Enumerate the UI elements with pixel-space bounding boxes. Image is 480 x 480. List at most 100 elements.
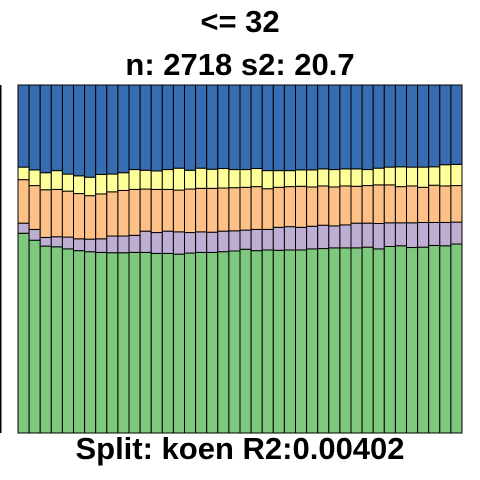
bar-segment-blue-28 xyxy=(317,84,330,170)
bar-segment-purple-25 xyxy=(283,226,296,251)
bar-segment-purple-32 xyxy=(361,222,374,248)
bar-segment-purple-26 xyxy=(295,226,308,251)
bar-segment-orange-18 xyxy=(206,187,219,233)
bar-segment-blue-3 xyxy=(39,84,52,174)
bar-segment-purple-23 xyxy=(261,228,274,251)
bar-segment-purple-22 xyxy=(250,228,263,252)
bar-segment-yellow-1 xyxy=(17,166,30,181)
bar-segment-blue-36 xyxy=(406,84,419,168)
bar-segment-blue-22 xyxy=(250,84,263,170)
bar-segment-blue-38 xyxy=(428,84,441,168)
bar-segment-purple-7 xyxy=(84,238,97,253)
bar-segment-purple-31 xyxy=(350,222,363,249)
bar-segment-yellow-31 xyxy=(350,168,363,187)
bar-segment-yellow-8 xyxy=(95,173,108,195)
bar-segment-blue-11 xyxy=(128,84,141,171)
bar-segment-orange-40 xyxy=(450,185,463,223)
bar-segment-yellow-39 xyxy=(439,164,452,187)
bar-segment-green-25 xyxy=(283,249,296,434)
bar-segment-blue-33 xyxy=(372,84,385,169)
bar-segment-yellow-25 xyxy=(283,170,296,188)
bar-segment-purple-36 xyxy=(406,222,419,249)
bar-segment-green-7 xyxy=(84,251,97,434)
bar-segment-yellow-33 xyxy=(372,167,385,186)
bar-segment-green-27 xyxy=(306,248,319,434)
bar-segment-purple-29 xyxy=(328,225,341,249)
bar-segment-orange-22 xyxy=(250,186,263,230)
split-footer: Split: koen R2:0.00402 xyxy=(75,431,405,466)
bar-segment-blue-39 xyxy=(439,84,452,166)
bar-segment-purple-12 xyxy=(139,230,152,253)
bar-segment-orange-4 xyxy=(50,188,63,238)
bar-segment-orange-3 xyxy=(39,189,52,238)
bar-segment-blue-37 xyxy=(417,84,430,168)
bar-segment-orange-28 xyxy=(317,185,330,226)
bar-segment-green-31 xyxy=(350,247,363,434)
bar-segment-orange-38 xyxy=(428,184,441,223)
bar-segment-orange-32 xyxy=(361,185,374,224)
bar-segment-blue-32 xyxy=(361,84,374,171)
bar-segment-orange-37 xyxy=(417,186,430,223)
bar-segment-yellow-2 xyxy=(28,169,41,187)
chart-title-line-1: <= 32 xyxy=(200,4,280,39)
bar-segment-green-37 xyxy=(417,246,430,434)
bar-segment-green-24 xyxy=(272,249,285,434)
bar-segment-blue-9 xyxy=(106,84,119,175)
bar-segment-purple-37 xyxy=(417,221,430,248)
bar-segment-green-10 xyxy=(117,252,130,434)
bar-segment-green-1 xyxy=(17,232,30,434)
bar-segment-purple-38 xyxy=(428,221,441,246)
bar-segment-blue-29 xyxy=(328,84,341,171)
bar-segment-green-14 xyxy=(161,252,174,434)
bar-segment-green-5 xyxy=(61,248,75,434)
bar-segment-purple-21 xyxy=(239,229,252,250)
bar-segment-purple-30 xyxy=(339,224,352,249)
bar-segment-blue-23 xyxy=(261,84,274,172)
bar-segment-yellow-12 xyxy=(139,169,152,190)
bar-segment-orange-33 xyxy=(372,184,385,225)
bar-segment-green-28 xyxy=(317,248,330,434)
bar-segment-yellow-32 xyxy=(361,169,374,187)
bar-segment-orange-31 xyxy=(350,185,363,224)
bar-segment-purple-5 xyxy=(61,236,75,250)
bar-segment-orange-26 xyxy=(295,185,308,228)
bar-segment-green-20 xyxy=(228,250,241,434)
bar-segment-green-30 xyxy=(339,247,352,434)
bar-segment-blue-31 xyxy=(350,84,363,170)
bar-segment-orange-11 xyxy=(128,188,141,236)
bar-segment-orange-8 xyxy=(95,193,108,240)
bar-segment-purple-24 xyxy=(272,226,285,251)
bar-segment-green-3 xyxy=(39,245,52,434)
bar-segment-green-18 xyxy=(206,251,219,434)
bar-group xyxy=(17,84,463,434)
bar-segment-green-2 xyxy=(28,239,41,434)
bar-segment-blue-20 xyxy=(228,84,241,171)
bar-segment-yellow-36 xyxy=(406,166,419,187)
bar-segment-purple-17 xyxy=(195,231,208,253)
bar-segment-orange-39 xyxy=(439,185,452,223)
bar-segment-orange-36 xyxy=(406,185,419,224)
bar-segment-yellow-18 xyxy=(206,168,219,189)
bar-segment-yellow-29 xyxy=(328,169,341,188)
bar-segment-purple-13 xyxy=(150,232,163,254)
bar-segment-yellow-24 xyxy=(272,170,285,188)
bar-segment-purple-14 xyxy=(161,230,174,254)
bar-segment-green-17 xyxy=(195,251,208,434)
bar-segment-blue-14 xyxy=(161,84,174,171)
bar-segment-blue-12 xyxy=(139,84,152,171)
bar-segment-purple-8 xyxy=(95,238,108,253)
bar-segment-orange-6 xyxy=(73,193,86,240)
bar-segment-yellow-6 xyxy=(73,175,86,195)
bar-segment-blue-24 xyxy=(272,84,285,172)
bar-segment-orange-10 xyxy=(117,189,130,237)
bar-segment-green-11 xyxy=(128,251,141,434)
bar-segment-orange-23 xyxy=(261,188,274,230)
bar-segment-green-36 xyxy=(406,247,419,434)
bar-segment-orange-2 xyxy=(28,185,41,230)
bar-segment-green-15 xyxy=(172,253,185,434)
bar-segment-purple-39 xyxy=(439,221,452,247)
bar-segment-blue-19 xyxy=(217,84,230,170)
bar-segment-yellow-11 xyxy=(128,169,141,190)
bar-segment-green-6 xyxy=(73,250,86,434)
bar-segment-yellow-28 xyxy=(317,168,330,187)
